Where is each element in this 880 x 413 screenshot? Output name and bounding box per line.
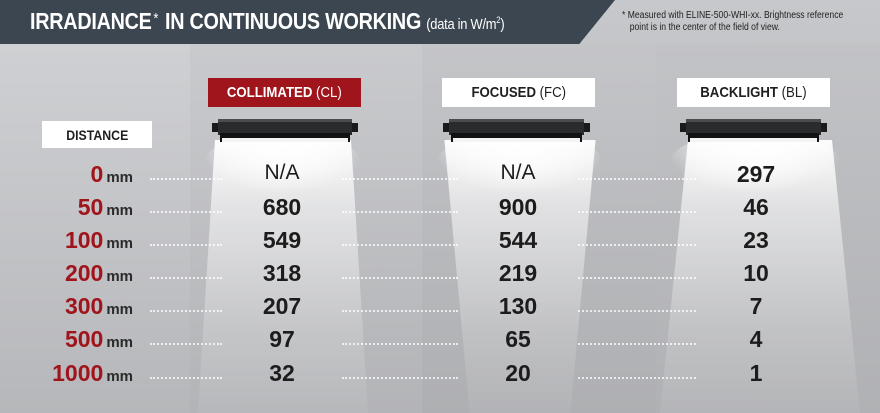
distance-unit: mm — [106, 169, 133, 186]
distance-cell: 50 mm — [78, 191, 133, 228]
collimated-value: 680 — [262, 194, 302, 220]
focused-value: 130 — [498, 293, 538, 319]
table-row: 100 mm 549 544 23 — [0, 224, 880, 258]
distance-cell: 0 mm — [91, 158, 133, 195]
column-name: BACKLIGHT — [700, 84, 779, 101]
dotted-leader — [150, 244, 222, 246]
dotted-leader — [150, 377, 222, 379]
distance-unit: mm — [106, 268, 133, 285]
distance-value: 50 — [77, 194, 104, 220]
focused-value: 20 — [505, 360, 531, 386]
dotted-leader — [578, 343, 696, 345]
distance-cell: 300 mm — [65, 290, 133, 327]
column-header-collimated: COLLIMATED (CL) — [208, 78, 361, 107]
collimated-value: 207 — [262, 293, 302, 319]
backlight-value: 7 — [749, 293, 763, 319]
collimated-value: N/A — [264, 161, 300, 184]
lamp-fixture-icon — [212, 119, 358, 142]
page-title: IRRADIANCE * IN CONTINUOUS WORKING (data in… — [30, 8, 582, 35]
unit-suffix: ) — [500, 16, 505, 33]
lamp-fixture-icon — [680, 119, 827, 142]
distance-value: 100 — [64, 227, 104, 253]
dotted-leader — [578, 178, 696, 180]
distance-cell: 500 mm — [65, 323, 133, 360]
dotted-leader — [342, 310, 458, 312]
unit-exponent: 2 — [496, 15, 501, 25]
title-bar — [0, 0, 615, 44]
dotted-leader — [578, 377, 696, 379]
distance-value: 300 — [64, 293, 104, 319]
column-code: (FC) — [539, 84, 566, 101]
table-row: 50 mm 680 900 46 — [0, 191, 880, 225]
dotted-leader — [578, 244, 696, 246]
column-name: FOCUSED — [471, 84, 536, 101]
lamp-fixture-icon — [443, 119, 590, 142]
distance-unit: mm — [106, 202, 133, 219]
distance-value: 200 — [64, 260, 104, 286]
background-panel — [0, 44, 190, 413]
collimated-value: 318 — [262, 260, 302, 286]
dotted-leader — [342, 277, 458, 279]
distance-value: 1000 — [52, 360, 104, 386]
title-text: IRRADIANCE — [30, 8, 152, 34]
column-code: (BL) — [781, 84, 807, 101]
dotted-leader — [342, 211, 458, 213]
distance-value: 500 — [64, 326, 104, 352]
unit-prefix: (data in W/m — [426, 16, 497, 33]
distance-header-text: DISTANCE — [65, 126, 129, 143]
distance-cell: 1000 mm — [52, 357, 133, 394]
backlight-value: 46 — [743, 194, 769, 220]
title-asterisk: * — [153, 10, 159, 27]
title-unit: (data in W/m2) — [426, 15, 505, 33]
table-row: 200 mm 318 219 10 — [0, 257, 880, 291]
distance-header: DISTANCE — [42, 121, 152, 148]
distance-unit: mm — [106, 235, 133, 252]
column-code: (CL) — [316, 84, 342, 101]
dotted-leader — [342, 343, 458, 345]
dotted-leader — [150, 310, 222, 312]
table-row: 0 mm N/A N/A 297 — [0, 158, 880, 192]
dotted-leader — [578, 310, 696, 312]
dotted-leader — [150, 277, 222, 279]
note-line-2: point is in the center of the field of v… — [629, 22, 780, 33]
dotted-leader — [342, 377, 458, 379]
column-name: COLLIMATED — [227, 84, 313, 101]
backlight-value: 10 — [743, 260, 769, 286]
note-line-1: * Measured with ELINE-500-WHI-xx. Bright… — [622, 10, 844, 21]
dotted-leader — [342, 178, 458, 180]
table-row: 300 mm 207 130 7 — [0, 290, 880, 324]
collimated-value: 32 — [269, 360, 295, 386]
focused-value: 900 — [498, 194, 538, 220]
table-row: 1000 mm 32 20 1 — [0, 357, 880, 391]
backlight-value: 297 — [736, 161, 776, 187]
backlight-value: 1 — [749, 360, 763, 386]
dotted-leader — [150, 178, 222, 180]
title-text-rest: IN CONTINUOUS WORKING — [164, 8, 422, 34]
focused-value: 65 — [505, 326, 531, 352]
distance-cell: 200 mm — [65, 257, 133, 294]
measurement-note: * Measured with ELINE-500-WHI-xx. Bright… — [622, 10, 844, 34]
collimated-value: 549 — [262, 227, 302, 253]
table-row: 500 mm 97 65 4 — [0, 323, 880, 357]
dotted-leader — [150, 211, 222, 213]
distance-cell: 100 mm — [65, 224, 133, 261]
dotted-leader — [578, 277, 696, 279]
backlight-value: 23 — [743, 227, 769, 253]
distance-unit: mm — [106, 301, 133, 318]
dotted-leader — [578, 211, 696, 213]
focused-value: 544 — [498, 227, 538, 253]
focused-value: N/A — [500, 161, 536, 184]
column-header-backlight: BACKLIGHT (BL) — [677, 78, 830, 107]
distance-value: 0 — [90, 161, 104, 187]
collimated-value: 97 — [269, 326, 295, 352]
column-header-focused: FOCUSED (FC) — [442, 78, 595, 107]
dotted-leader — [150, 343, 222, 345]
distance-unit: mm — [106, 368, 133, 385]
distance-unit: mm — [106, 334, 133, 351]
dotted-leader — [342, 244, 458, 246]
backlight-value: 4 — [749, 326, 763, 352]
focused-value: 219 — [498, 260, 538, 286]
